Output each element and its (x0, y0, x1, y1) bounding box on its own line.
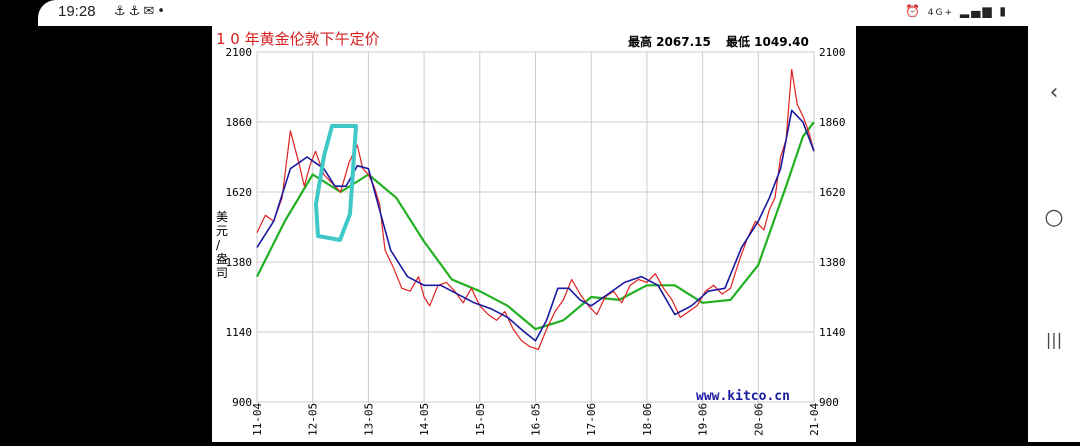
y-tick-label: 2100 (819, 46, 846, 59)
y-tick-label: 1860 (226, 116, 253, 129)
home-button[interactable]: ○ (1044, 205, 1064, 230)
y-tick-label: 900 (819, 396, 839, 409)
y-axis-label: 美元/盎司 (216, 210, 228, 280)
y-axis-right: 900 1140 1380 1620 1860 2100 (819, 46, 846, 409)
y-tick-label: 1860 (819, 116, 846, 129)
notification-icons: ⚓⚓✉• (114, 4, 168, 19)
x-tick-label: 17-06 (585, 403, 598, 436)
alarm-icon: ⏰ (905, 4, 922, 18)
y-axis-label-char: 司 (216, 266, 228, 280)
high-label: 最高 2067.15 (628, 34, 711, 49)
dot-icon: • (157, 4, 168, 19)
mail-icon: ✉ (143, 4, 158, 19)
y-axis-label-char: 元 (216, 224, 228, 238)
x-tick-label: 20-06 (752, 403, 765, 436)
y-axis-label-char: 美 (216, 210, 228, 224)
y-tick-label: 1140 (819, 326, 846, 339)
x-tick-label: 21-04 (808, 403, 821, 436)
status-bar: 19:28 ⚓⚓✉• ⏰ 4G+ ▂▄▆ ▮ (38, 0, 1028, 26)
x-tick-label: 18-06 (641, 403, 654, 436)
y-tick-label: 1620 (819, 186, 846, 199)
x-axis: 11-04 12-05 13-05 14-05 15-05 16-05 17-06 18-06… (251, 403, 821, 436)
low-label: 最低 1049.40 (726, 34, 809, 49)
y-tick-label: 2100 (226, 46, 253, 59)
y-axis-label-char: 盎 (216, 252, 228, 266)
grid (256, 51, 815, 403)
x-tick-label: 12-05 (307, 403, 320, 436)
recent-apps-button[interactable]: ||| (1045, 330, 1063, 349)
chart-container: 1 0 年黄金伦敦下午定价 最高 2067.15 最低 1049.40 900 1… (212, 26, 856, 442)
x-tick-label: 11-04 (251, 403, 264, 436)
y-tick-label: 1620 (226, 186, 253, 199)
system-icons: ⏰ 4G+ ▂▄▆ ▮ (905, 4, 1008, 18)
back-button[interactable]: ‹ (1049, 80, 1059, 105)
y-tick-label: 1380 (226, 256, 253, 269)
series-line-long_ma (256, 121, 815, 331)
signal-icon: ▂▄▆ (959, 4, 994, 18)
chart-title: 1 0 年黄金伦敦下午定价 (216, 30, 380, 48)
gold-price-chart: 1 0 年黄金伦敦下午定价 最高 2067.15 最低 1049.40 9001… (216, 30, 846, 436)
x-tick-label: 14-05 (418, 403, 431, 436)
nav-bar: ‹ ○ ||| (1028, 0, 1080, 442)
y-tick-label: 1380 (819, 256, 846, 269)
x-tick-label: 13-05 (362, 403, 375, 436)
y-tick-label: 900 (232, 396, 252, 409)
y-tick-label: 1140 (226, 326, 253, 339)
anchor-icon: ⚓ (128, 4, 144, 19)
x-tick-label: 19-06 (697, 403, 710, 436)
y-axis-left: 900 1140 1380 1620 1860 2100 (226, 46, 253, 409)
x-tick-label: 15-05 (474, 403, 487, 436)
x-tick-label: 16-05 (530, 403, 543, 436)
battery-icon: ▮ (999, 4, 1008, 18)
highlight-marker (314, 124, 358, 242)
series-line-price (256, 68, 815, 351)
anchor-icon: ⚓ (114, 4, 129, 19)
y-axis-label-char: / (216, 238, 221, 252)
4g-icon: 4G+ (927, 8, 955, 18)
watermark: www.kitco.cn (696, 389, 790, 404)
status-time: 19:28 (58, 3, 96, 20)
